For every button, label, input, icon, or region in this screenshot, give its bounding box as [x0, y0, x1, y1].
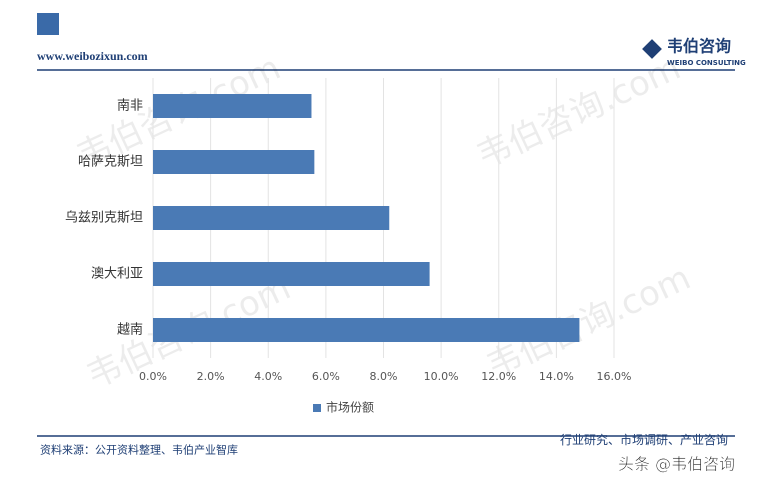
brand-en: WEIBO CONSULTING [667, 59, 746, 67]
x-tick-label: 10.0% [424, 370, 459, 383]
bar [153, 262, 430, 286]
bar [153, 150, 315, 174]
watermark: 韦伯咨询.com [471, 48, 687, 177]
y-tick-label: 南非 [117, 98, 143, 114]
logo-square [37, 13, 59, 35]
brand: 韦伯咨询 [667, 37, 731, 56]
x-tick-label: 4.0% [254, 370, 282, 383]
y-tick-label: 澳大利亚 [91, 266, 143, 282]
x-tick-label: 16.0% [597, 370, 632, 383]
y-tick-label: 越南 [117, 322, 143, 338]
tagline: 行业研究、市场调研、产业咨询 [560, 432, 728, 447]
x-tick-label: 6.0% [312, 370, 340, 383]
bar [153, 94, 312, 118]
legend-label: 市场份额 [326, 400, 374, 415]
y-tick-label: 哈萨克斯坦 [78, 155, 143, 170]
x-tick-label: 0.0% [139, 370, 167, 383]
overlay: 头条 @韦伯咨询 [618, 455, 735, 474]
x-tick-label: 12.0% [481, 370, 516, 383]
bar [153, 318, 580, 342]
legend-swatch [313, 404, 321, 412]
site-url: www.weibozixun.com [37, 49, 148, 63]
x-tick-label: 2.0% [197, 370, 225, 383]
x-tick-label: 14.0% [539, 370, 574, 383]
bar [153, 206, 390, 230]
x-tick-label: 8.0% [370, 370, 398, 383]
source: 资料来源：公开资料整理、韦伯产业智库 [40, 443, 238, 457]
y-tick-label: 乌兹别克斯坦 [65, 210, 143, 226]
